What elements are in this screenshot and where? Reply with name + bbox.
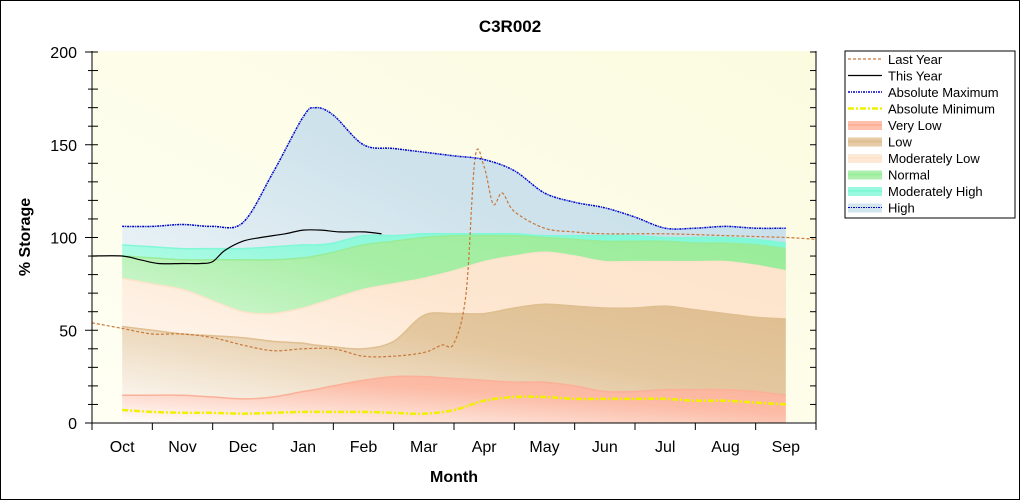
legend-label: Last Year	[888, 52, 943, 67]
legend-item-moderately-high: Moderately High	[848, 184, 983, 199]
legend-label: Very Low	[888, 118, 942, 133]
x-tick-label: Jul	[655, 439, 675, 456]
series-absolute-maximum	[122, 106, 786, 230]
y-axis-label: % Storage	[17, 198, 34, 276]
x-tick-label: Feb	[350, 439, 378, 456]
legend-item-absolute-minimum: Absolute Minimum	[848, 102, 995, 117]
x-tick-label: May	[529, 439, 559, 456]
x-tick-label: Oct	[110, 439, 135, 456]
chart-title: C3R002	[479, 17, 541, 36]
legend-item-high: High	[848, 201, 915, 216]
x-tick-label: Jun	[592, 439, 618, 456]
y-tick-label: 0	[68, 416, 77, 433]
legend-item-low: Low	[848, 135, 912, 150]
legend-item-very-low: Very Low	[848, 118, 942, 133]
series-this-year	[91, 229, 382, 265]
x-tick-label: Nov	[168, 439, 196, 456]
band-edge-low	[122, 303, 786, 350]
series-absolute-minimum	[122, 395, 786, 416]
y-tick-label: 100	[50, 231, 77, 248]
x-tick-label: Mar	[410, 439, 438, 456]
legend-label: Low	[888, 135, 912, 150]
y-tick-label: 50	[59, 323, 77, 340]
y-tick-label: 200	[50, 45, 77, 62]
x-tick-label: Jan	[290, 439, 316, 456]
band-edge-moderately-low	[122, 251, 786, 315]
band-very-low	[122, 376, 786, 423]
legend-item-last-year: Last Year	[848, 52, 943, 67]
lines-layer	[91, 106, 817, 416]
legend-label: This Year	[888, 69, 943, 84]
legend-item-moderately-low: Moderately Low	[848, 151, 980, 166]
legend-label: Absolute Minimum	[888, 102, 995, 117]
legend-label: High	[888, 201, 915, 216]
legend-item-absolute-maximum: Absolute Maximum	[848, 85, 999, 100]
x-tick-label: Aug	[711, 439, 739, 456]
x-axis-label: Month	[430, 469, 478, 486]
legend-item-this-year: This Year	[848, 69, 943, 84]
y-tick-label: 150	[50, 138, 77, 155]
legend-label: Moderately High	[888, 184, 983, 199]
band-edge-very-low	[122, 375, 786, 400]
ticks-layer: 0 50 100 150 200 Oct Nov Dec Jan Feb Mar Apr May Jun J…	[50, 45, 817, 456]
x-tick-label: Sep	[772, 439, 801, 456]
band-edge-normal	[122, 234, 786, 261]
bands-layer	[122, 106, 786, 424]
legend-label: Moderately Low	[888, 151, 980, 166]
x-tick-label: Apr	[472, 439, 498, 456]
legend-label: Absolute Maximum	[888, 85, 999, 100]
band-edge-moderately-high	[122, 232, 786, 250]
x-tick-label: Dec	[229, 439, 257, 456]
legend-item-normal: Normal	[848, 168, 930, 183]
legend-label: Normal	[888, 168, 930, 183]
